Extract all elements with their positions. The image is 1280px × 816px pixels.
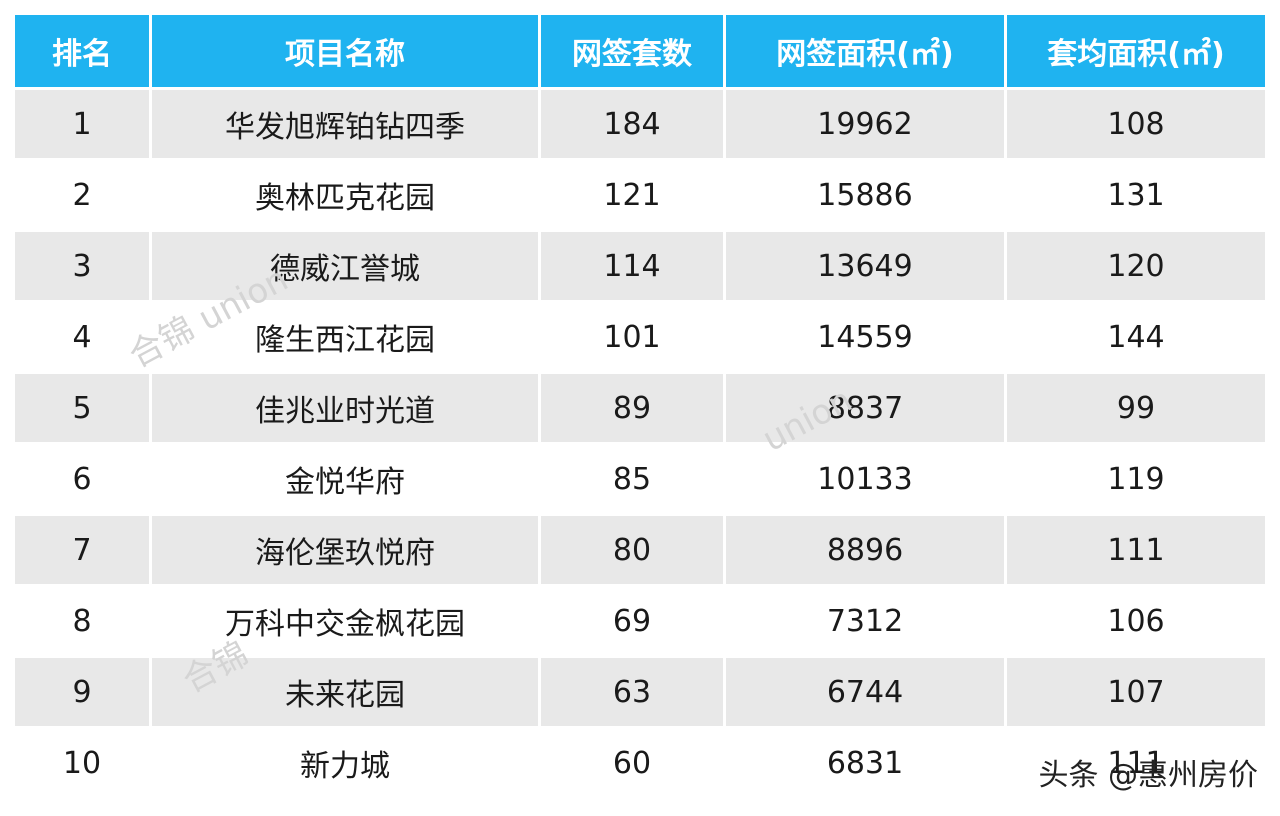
avg-area-cell: 119 xyxy=(1007,445,1265,513)
contract-units-cell: 121 xyxy=(541,161,723,229)
source-watermark: 头条 @惠州房价 xyxy=(1038,758,1258,793)
contract-units-cell: 60 xyxy=(541,729,723,797)
contract-area-cell: 13649 xyxy=(726,232,1004,300)
rank-cell: 10 xyxy=(15,729,149,797)
contract-area-cell: 14559 xyxy=(726,303,1004,371)
contract-units-cell: 80 xyxy=(541,516,723,584)
contract-area-cell: 7312 xyxy=(726,587,1004,655)
avg-area-cell: 131 xyxy=(1007,161,1265,229)
contract-units-cell: 89 xyxy=(541,374,723,442)
avg-area-cell: 111 xyxy=(1007,516,1265,584)
avg-area-cell: 144 xyxy=(1007,303,1265,371)
table-row: 3 德威江誉城 114 13649 120 xyxy=(15,232,1265,300)
contract-units-cell: 85 xyxy=(541,445,723,513)
rank-cell: 8 xyxy=(15,587,149,655)
table-row: 6 金悦华府 85 10133 119 xyxy=(15,445,1265,513)
project-name-cell: 海伦堡玖悦府 xyxy=(152,516,538,584)
rank-cell: 9 xyxy=(15,658,149,726)
rank-cell: 6 xyxy=(15,445,149,513)
table-row: 2 奥林匹克花园 121 15886 131 xyxy=(15,161,1265,229)
contract-area-cell: 8896 xyxy=(726,516,1004,584)
header-avg-area: 套均面积(㎡) xyxy=(1007,15,1265,87)
rank-cell: 1 xyxy=(15,90,149,158)
contract-area-cell: 10133 xyxy=(726,445,1004,513)
project-name-cell: 隆生西江花园 xyxy=(152,303,538,371)
table-row: 9 未来花园 63 6744 107 xyxy=(15,658,1265,726)
table-row: 1 华发旭辉铂钻四季 184 19962 108 xyxy=(15,90,1265,158)
contract-units-cell: 101 xyxy=(541,303,723,371)
table-row: 4 隆生西江花园 101 14559 144 xyxy=(15,303,1265,371)
project-name-cell: 华发旭辉铂钻四季 xyxy=(152,90,538,158)
contract-units-cell: 184 xyxy=(541,90,723,158)
rank-cell: 3 xyxy=(15,232,149,300)
rank-cell: 5 xyxy=(15,374,149,442)
project-name-cell: 金悦华府 xyxy=(152,445,538,513)
avg-area-cell: 108 xyxy=(1007,90,1265,158)
table-row: 10 新力城 60 6831 111 xyxy=(15,729,1265,797)
header-project-name: 项目名称 xyxy=(152,15,538,87)
project-name-cell: 奥林匹克花园 xyxy=(152,161,538,229)
project-name-cell: 佳兆业时光道 xyxy=(152,374,538,442)
header-rank: 排名 xyxy=(15,15,149,87)
contract-area-cell: 8837 xyxy=(726,374,1004,442)
contract-area-cell: 6831 xyxy=(726,729,1004,797)
contract-area-cell: 19962 xyxy=(726,90,1004,158)
table-row: 8 万科中交金枫花园 69 7312 106 xyxy=(15,587,1265,655)
table-header-row: 排名 项目名称 网签套数 网签面积(㎡) 套均面积(㎡) xyxy=(15,15,1265,87)
contract-units-cell: 114 xyxy=(541,232,723,300)
table-row: 7 海伦堡玖悦府 80 8896 111 xyxy=(15,516,1265,584)
rank-cell: 7 xyxy=(15,516,149,584)
project-name-cell: 新力城 xyxy=(152,729,538,797)
header-contract-units: 网签套数 xyxy=(541,15,723,87)
project-name-cell: 未来花园 xyxy=(152,658,538,726)
project-name-cell: 德威江誉城 xyxy=(152,232,538,300)
contract-units-cell: 69 xyxy=(541,587,723,655)
header-contract-area: 网签面积(㎡) xyxy=(726,15,1004,87)
project-name-cell: 万科中交金枫花园 xyxy=(152,587,538,655)
ranking-table: 排名 项目名称 网签套数 网签面积(㎡) 套均面积(㎡) 1 华发旭辉铂钻四季 18… xyxy=(12,12,1268,800)
contract-area-cell: 6744 xyxy=(726,658,1004,726)
table-row: 5 佳兆业时光道 89 8837 99 xyxy=(15,374,1265,442)
avg-area-cell: 111 xyxy=(1007,729,1265,797)
rank-cell: 4 xyxy=(15,303,149,371)
avg-area-cell: 99 xyxy=(1007,374,1265,442)
contract-units-cell: 63 xyxy=(541,658,723,726)
avg-area-cell: 106 xyxy=(1007,587,1265,655)
contract-area-cell: 15886 xyxy=(726,161,1004,229)
rank-cell: 2 xyxy=(15,161,149,229)
avg-area-cell: 107 xyxy=(1007,658,1265,726)
avg-area-cell: 120 xyxy=(1007,232,1265,300)
